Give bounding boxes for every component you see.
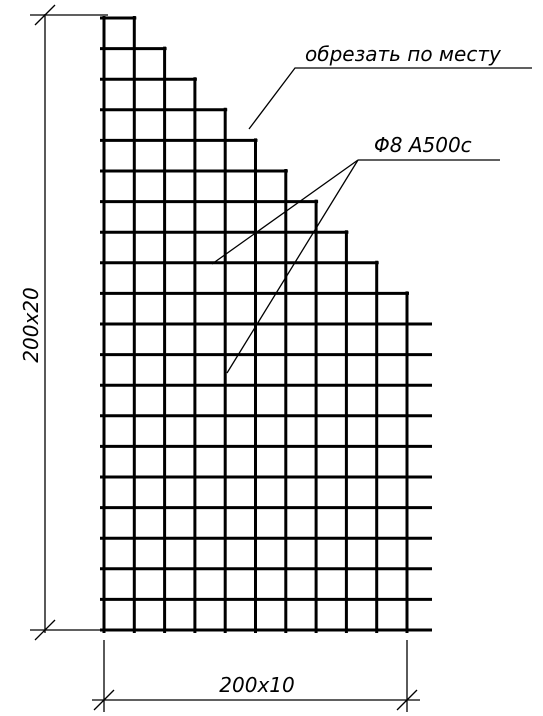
- tick-mark-top: [34, 4, 56, 26]
- leader-lines: [211, 67, 532, 374]
- rebar-mesh: [100, 16, 432, 633]
- horizontal-dimension-label: 200x10: [219, 673, 294, 697]
- tick-mark-bottom: [34, 619, 56, 641]
- bar-spec-leader-2: [226, 159, 359, 374]
- bar-spec-leader-1: [211, 159, 359, 265]
- dimension-lines: [30, 4, 420, 712]
- cut-note-label: обрезать по месту: [305, 42, 502, 66]
- vertical-dimension-label: 200x20: [19, 287, 43, 362]
- cut-note-leader: [248, 67, 532, 130]
- bar-spec-label: Φ8 А500с: [374, 133, 472, 157]
- tick-mark-left: [93, 689, 115, 711]
- tick-mark-right: [396, 689, 418, 711]
